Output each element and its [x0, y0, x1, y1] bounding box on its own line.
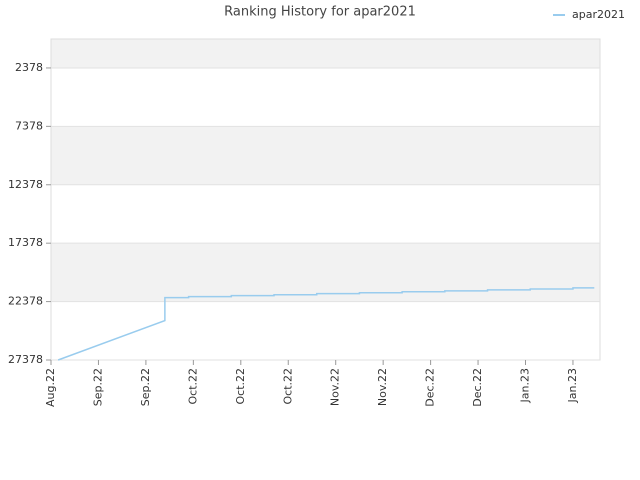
line [57, 287, 595, 361]
x-tick-label: Oct.22 [281, 368, 294, 405]
chart-title: Ranking History for apar2021 [224, 5, 416, 20]
plot-frame [50, 38, 601, 361]
x-tick-label: Dec.22 [424, 368, 437, 407]
x-tick-label: Oct.22 [186, 368, 199, 405]
band [51, 39, 600, 68]
y-tick-label: 12378 [8, 178, 43, 191]
x-tick-label: Jan.23 [519, 368, 532, 403]
x-tick-label: Sep.22 [139, 368, 152, 406]
x-tick-label: Dec.22 [471, 368, 484, 407]
legend-label: apar2021 [572, 8, 625, 21]
x-tick-label: Oct.22 [234, 368, 247, 405]
band [51, 243, 600, 302]
y-tick-label: 2378 [15, 61, 43, 74]
x-tick-label: Nov.22 [329, 368, 342, 406]
x-tick-label: Aug.22 [44, 368, 57, 407]
band [51, 126, 600, 185]
x-tick-label: Jan.23 [566, 368, 579, 403]
x-tick-label: Sep.22 [91, 368, 104, 406]
y-tick-label: 17378 [8, 236, 43, 249]
y-tick-label: 27378 [8, 353, 43, 366]
x-tick-label: Nov.22 [376, 368, 389, 406]
y-tick-label: 22378 [8, 295, 43, 308]
y-tick-label: 7378 [15, 119, 43, 132]
